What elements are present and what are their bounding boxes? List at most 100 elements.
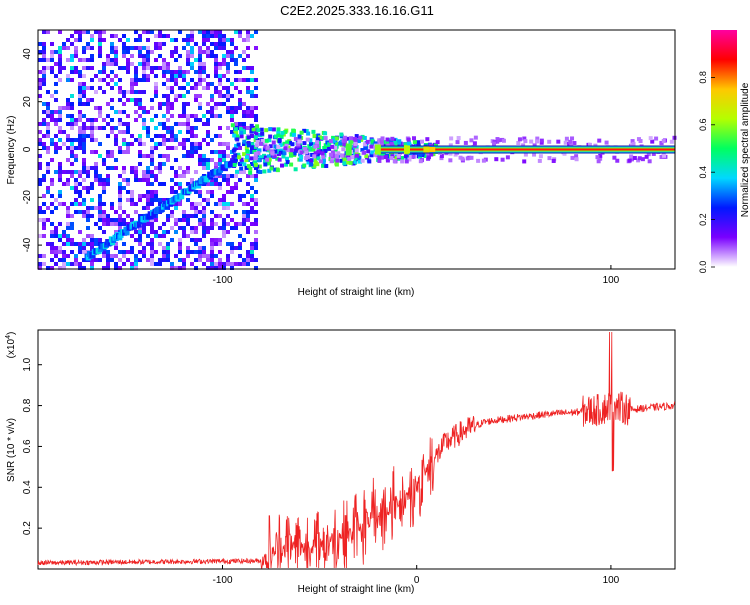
spectrogram-cell xyxy=(154,74,158,78)
halo-cell xyxy=(379,142,384,147)
spectrogram-cell xyxy=(154,166,158,170)
burst-cell xyxy=(290,142,295,147)
spectrogram-cell xyxy=(242,202,246,206)
spectrogram-cell xyxy=(98,238,102,242)
spectrogram-cell xyxy=(238,146,242,150)
spectrogram-cell xyxy=(218,202,222,206)
spectrogram-cell xyxy=(226,258,230,262)
spectrogram-cell xyxy=(78,242,82,246)
spectrogram-cell xyxy=(146,242,150,246)
spectrogram-cell xyxy=(254,86,258,90)
halo-cell xyxy=(408,155,413,160)
spectrogram-cell xyxy=(154,46,158,50)
spectrogram-cell xyxy=(86,214,90,218)
spectrogram-cell xyxy=(182,266,186,270)
burst-cell xyxy=(418,152,423,157)
spectrogram-cell xyxy=(154,194,158,198)
spectrogram-cell xyxy=(166,126,170,130)
spectrogram-cell xyxy=(230,110,234,114)
spectrogram-cell xyxy=(82,82,86,86)
spectrogram-cell xyxy=(234,106,238,110)
spectrogram-cell xyxy=(194,170,198,174)
spectrogram-cell xyxy=(190,50,194,54)
burst-cell xyxy=(233,159,238,164)
spectrogram-cell xyxy=(214,114,218,118)
spectrogram-cell xyxy=(50,182,54,186)
spectrogram-cell xyxy=(98,154,102,158)
spectrogram-cell xyxy=(130,78,134,82)
burst-cell xyxy=(302,163,307,168)
burst-cell xyxy=(269,166,274,171)
spectrogram-cell xyxy=(130,246,134,250)
spectrogram-cell xyxy=(82,90,86,94)
spectrogram-cell xyxy=(198,222,202,226)
spectrogram-cell xyxy=(186,150,190,154)
spectrogram-cell xyxy=(98,198,102,202)
spectrogram-cell xyxy=(246,190,250,194)
spectrogram-cell xyxy=(42,74,46,78)
spectrogram-cell xyxy=(194,118,198,122)
spectrogram-cell xyxy=(238,242,242,246)
burst-cell xyxy=(393,140,398,145)
spectrogram-cell xyxy=(214,62,218,66)
burst-cell xyxy=(256,128,261,133)
halo-cell xyxy=(349,136,354,141)
spectrogram-cell xyxy=(198,246,202,250)
burst-cell xyxy=(273,144,278,149)
spectrogram-cell xyxy=(242,238,246,242)
spectrogram-cell xyxy=(58,46,62,50)
spectrogram-cell xyxy=(202,198,206,202)
spectrogram-cell xyxy=(230,130,234,134)
spectrogram-cell xyxy=(138,226,142,230)
spectrogram-cell xyxy=(66,58,70,62)
spectrogram-cell xyxy=(122,102,126,106)
halo-cell xyxy=(505,155,510,160)
carrier-blob xyxy=(374,144,381,155)
burst-cell xyxy=(275,156,280,161)
spectrogram-cell xyxy=(66,46,70,50)
spectrogram-cell xyxy=(138,238,142,242)
halo-cell xyxy=(669,139,674,144)
spectrogram-cell xyxy=(82,50,86,54)
spectrogram-cell xyxy=(218,198,222,202)
spectrogram-cell xyxy=(138,198,142,202)
burst-cell xyxy=(369,153,374,158)
spectrogram-cell xyxy=(142,194,146,198)
spectrogram-cell xyxy=(214,238,218,242)
spectrogram-cell xyxy=(202,30,206,34)
spectrogram-cell xyxy=(230,82,234,86)
spectrogram-cell xyxy=(174,122,178,126)
halo-cell xyxy=(456,136,461,141)
spectrogram-cell xyxy=(166,214,170,218)
spectrogram-cell xyxy=(54,230,58,234)
spectrogram-cell xyxy=(54,98,58,102)
spectrogram-cell xyxy=(154,42,158,46)
spectrogram-cell xyxy=(166,254,170,258)
spectrogram-cell xyxy=(58,126,62,130)
halo-cell xyxy=(404,159,409,164)
burst-cell xyxy=(345,136,350,141)
halo-cell xyxy=(353,141,358,146)
spectrogram-cell xyxy=(54,90,58,94)
spectrogram-cell xyxy=(38,86,42,90)
spectrogram-cell xyxy=(186,154,190,158)
spectrogram-cell xyxy=(198,238,202,242)
spectrogram-cell xyxy=(254,246,258,250)
spectrogram-cell xyxy=(82,202,86,206)
halo-cell xyxy=(342,142,347,147)
burst-cell xyxy=(311,129,316,134)
spectrogram-cell xyxy=(214,34,218,38)
spectrogram-cell xyxy=(182,170,186,174)
spectrogram-cell xyxy=(42,146,46,150)
spectrogram-cell xyxy=(250,106,254,110)
spectrogram-cell xyxy=(226,90,230,94)
halo-cell xyxy=(662,153,667,158)
spectrogram-cell xyxy=(142,246,146,250)
spectrogram-cell xyxy=(190,30,194,34)
spectrogram-cell xyxy=(106,62,110,66)
spectrogram-cell xyxy=(86,242,90,246)
halo-cell xyxy=(469,155,474,160)
spectrogram-cell xyxy=(186,42,190,46)
spectrogram-cell xyxy=(150,238,154,242)
halo-cell xyxy=(289,148,294,153)
